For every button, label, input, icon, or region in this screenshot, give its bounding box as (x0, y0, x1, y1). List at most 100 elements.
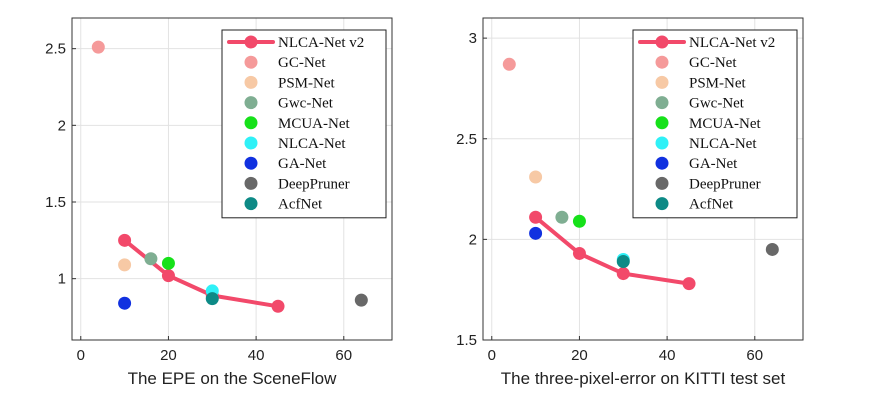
legend-label: GC-Net (689, 55, 737, 71)
x-tick-label: 20 (571, 347, 588, 364)
y-tick-label: 1 (58, 271, 66, 288)
x-tick-label: 40 (659, 347, 676, 364)
legend-marker (244, 96, 258, 110)
x-axis-label: The EPE on the SceneFlow (128, 369, 338, 388)
legend-marker (655, 156, 669, 170)
legend-label: GC-Net (278, 55, 326, 71)
data-point (616, 255, 630, 269)
y-tick-label: 3 (469, 30, 477, 47)
y-tick-label: 2.5 (45, 41, 66, 58)
legend-marker (244, 75, 258, 89)
legend-label: AcfNet (689, 197, 734, 213)
legend-marker (655, 75, 669, 89)
data-point (616, 267, 630, 281)
series-mcua-net (572, 214, 586, 228)
series-acfnet (205, 292, 219, 306)
data-point (502, 57, 516, 71)
legend-label: MCUA-Net (278, 116, 350, 132)
x-axis-label: The three-pixel-error on KITTI test set (501, 369, 786, 388)
legend-label: NLCA-Net (278, 136, 346, 152)
series-nlca-net-v2 (118, 233, 285, 313)
series-line (122, 238, 280, 309)
legend-marker (244, 116, 258, 130)
data-point (118, 258, 132, 272)
data-point (572, 246, 586, 260)
legend: NLCA-Net v2 GC-Net PSM-Net Gwc-Net MCUA-Net N… (632, 29, 798, 219)
y-tick-label: 1.5 (45, 194, 66, 211)
series-mcua-net (161, 256, 175, 270)
data-point (682, 277, 696, 291)
data-point (765, 242, 779, 256)
legend-label: DeepPruner (689, 176, 761, 192)
data-point (118, 233, 132, 247)
x-tick-label: 0 (77, 347, 85, 364)
legend-label: NLCA-Net v2 (278, 35, 364, 51)
legend-marker (655, 197, 669, 211)
legend-marker (244, 176, 258, 190)
plot-frame (482, 17, 804, 341)
legend-marker (655, 116, 669, 130)
legend-label: GA-Net (689, 156, 738, 172)
legend-marker (655, 55, 669, 69)
data-point (118, 296, 132, 310)
x-tick-label: 40 (248, 347, 265, 364)
data-point (144, 252, 158, 266)
y-tick-label: 1.5 (456, 332, 477, 349)
x-tick-label: 60 (335, 347, 352, 364)
legend-label: NLCA-Net v2 (689, 35, 775, 51)
data-point (529, 226, 543, 240)
y-tick-label: 2 (58, 117, 66, 134)
series-gc-net (91, 40, 105, 54)
data-point (572, 214, 586, 228)
series-nlca-net-v2 (529, 210, 696, 291)
x-tick-label: 0 (488, 347, 496, 364)
legend-label: AcfNet (278, 197, 323, 213)
data-point (555, 210, 569, 224)
chart-panel-1: 0 20 40 60 1 1.5 2 2.5 The EPE on the SceneFlow N… (45, 17, 393, 388)
legend-label: GA-Net (278, 156, 327, 172)
legend-label: PSM-Net (278, 75, 336, 91)
legend-marker (244, 55, 258, 69)
series-gwc-net (144, 252, 158, 266)
data-point (161, 269, 175, 283)
x-tick-label: 20 (160, 347, 177, 364)
data-point (205, 292, 219, 306)
legend-label: NLCA-Net (689, 136, 757, 152)
series-gwc-net (555, 210, 569, 224)
series-line (533, 215, 691, 286)
series-deeppruner (354, 293, 368, 307)
legend-marker (244, 156, 258, 170)
legend-marker (244, 197, 258, 211)
legend-marker (655, 136, 669, 150)
series-ga-net (529, 226, 543, 240)
legend-label: PSM-Net (689, 75, 747, 91)
legend-label: Gwc-Net (278, 96, 334, 112)
series-psm-net (118, 258, 132, 272)
data-point (354, 293, 368, 307)
y-tick-label: 2.5 (456, 131, 477, 148)
legend-marker (655, 176, 669, 190)
data-point (529, 210, 543, 224)
data-point (161, 256, 175, 270)
series-ga-net (118, 296, 132, 310)
data-point (271, 299, 285, 313)
chart-panel-2: 0 20 40 60 1.5 2 2.5 3 The three-pixel-error on … (456, 17, 804, 388)
data-point (529, 170, 543, 184)
plot-frame (71, 17, 393, 341)
legend-marker (655, 35, 669, 49)
legend-marker (244, 136, 258, 150)
legend-label: MCUA-Net (689, 116, 761, 132)
series-gc-net (502, 57, 516, 71)
legend-marker (244, 35, 258, 49)
series-psm-net (529, 170, 543, 184)
legend: NLCA-Net v2 GC-Net PSM-Net Gwc-Net MCUA-Net N… (221, 29, 387, 219)
y-tick-label: 2 (469, 231, 477, 248)
legend-label: DeepPruner (278, 176, 350, 192)
series-acfnet (616, 255, 630, 269)
series-deeppruner (765, 242, 779, 256)
data-point (91, 40, 105, 54)
x-tick-label: 60 (746, 347, 763, 364)
legend-marker (655, 96, 669, 110)
legend-label: Gwc-Net (689, 96, 745, 112)
